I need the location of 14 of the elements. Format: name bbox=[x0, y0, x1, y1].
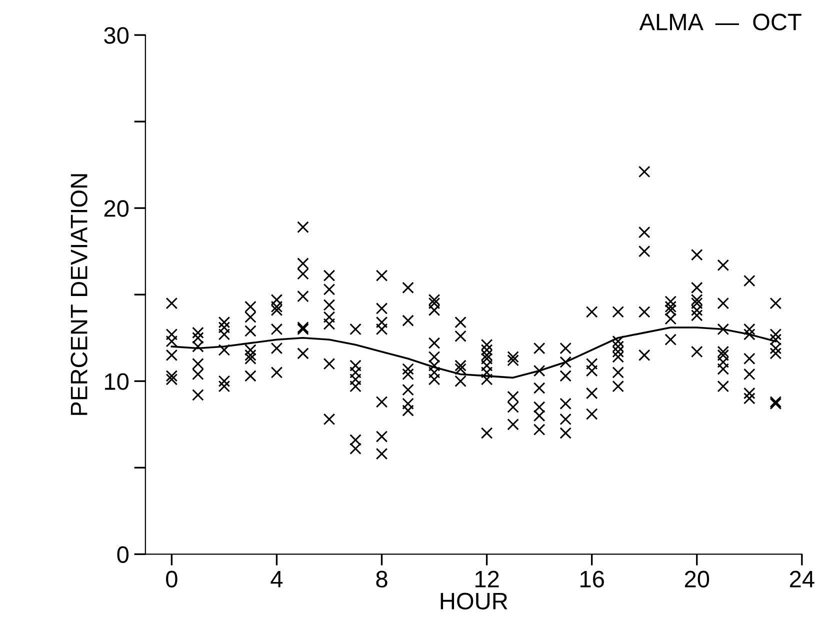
y-axis-title: PERCENT DEVIATION bbox=[70, 174, 88, 415]
x-tick-label: 24 bbox=[790, 570, 814, 588]
y-tick-label: 20 bbox=[104, 200, 129, 217]
y-tick-label: 30 bbox=[104, 27, 129, 44]
x-tick-label: 4 bbox=[270, 571, 283, 588]
x-tick-label: 0 bbox=[166, 570, 178, 588]
chart-title: ALMA — OCT bbox=[639, 14, 802, 30]
y-tick-label: 0 bbox=[117, 546, 129, 563]
x-tick-label: 20 bbox=[684, 570, 710, 588]
x-tick-label: 16 bbox=[580, 570, 604, 588]
y-tick-label: 10 bbox=[104, 373, 129, 390]
x-axis-title: HOUR bbox=[440, 592, 508, 610]
x-tick-label: 8 bbox=[376, 570, 388, 588]
x-tick-label: 12 bbox=[475, 570, 499, 588]
